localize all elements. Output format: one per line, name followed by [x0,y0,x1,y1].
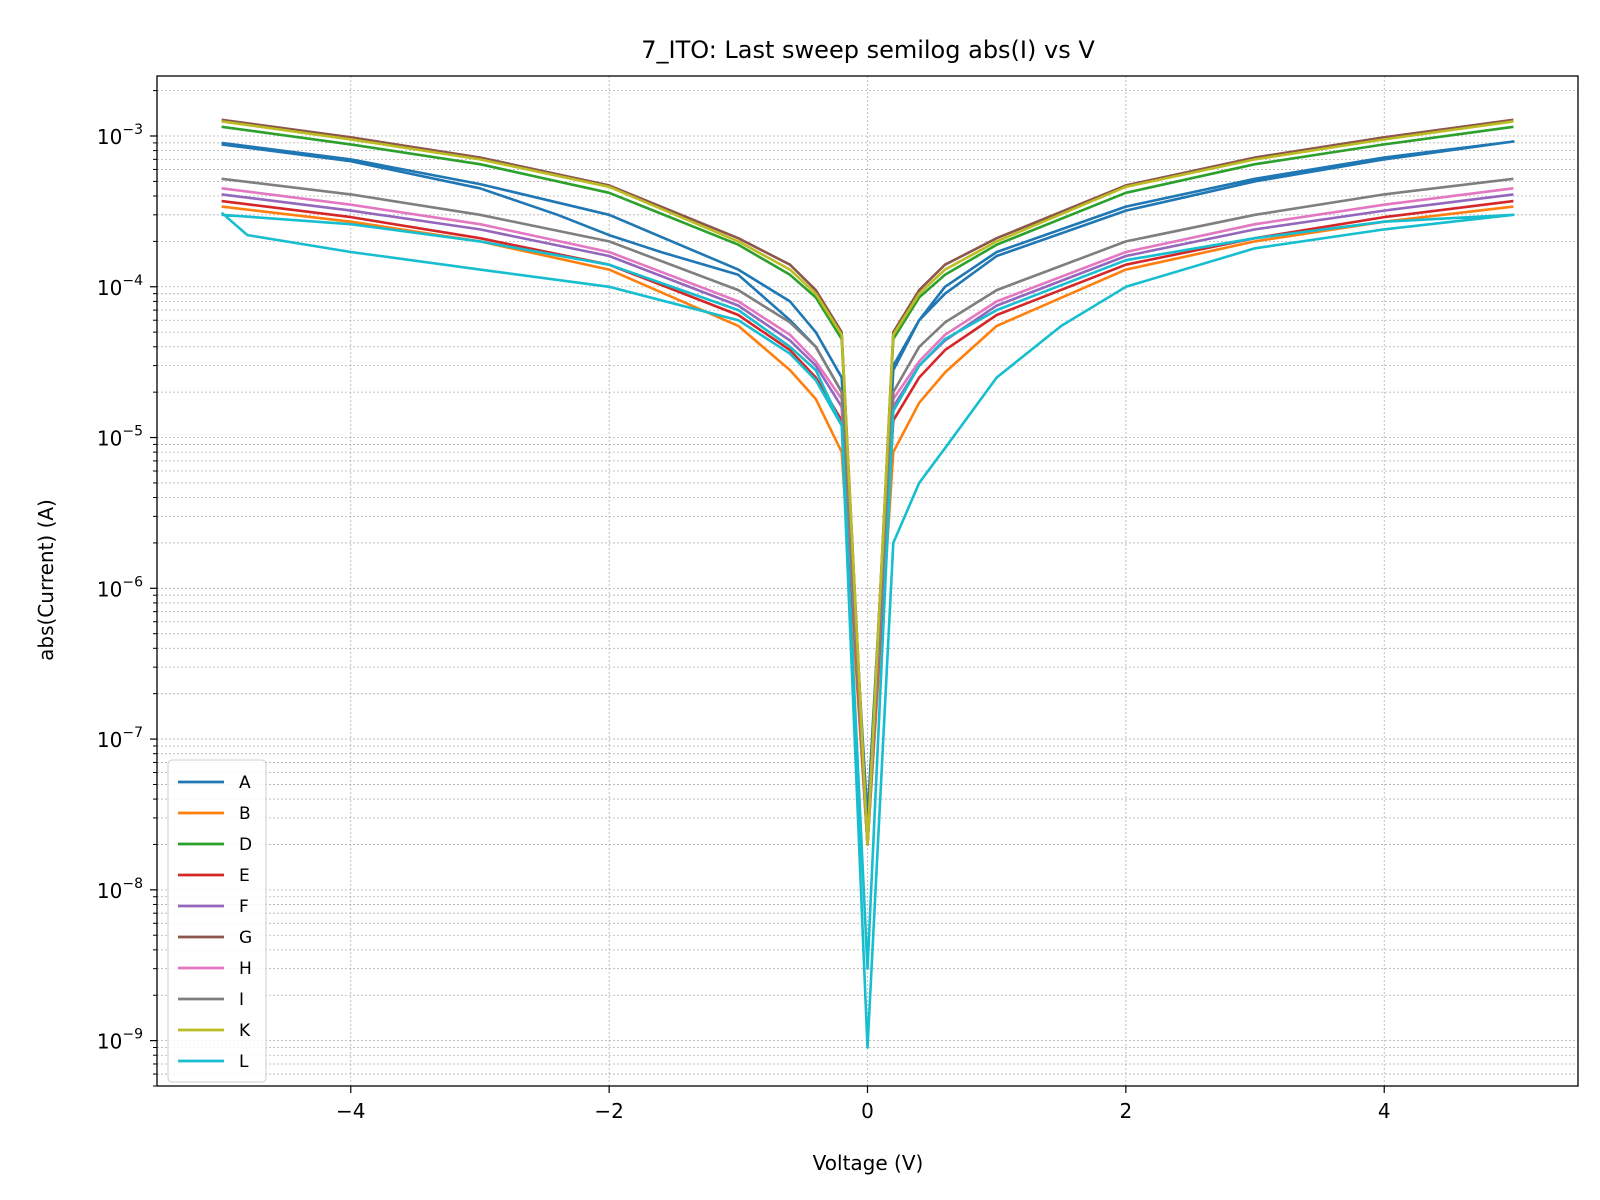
axis-ticks: −4 −2 0 2 410−910−810−710−610−510−410−3 [97,90,1391,1123]
legend-label: D [239,835,252,855]
legend-label: F [239,897,249,917]
y-tick-base: 10 [97,1030,122,1054]
y-tick-label: 10−4 [97,273,143,300]
y-tick-label: 10−9 [97,1027,143,1054]
series-line-a [221,140,1515,846]
x-tick-label: 0 [861,1099,874,1123]
legend-label: H [239,959,252,979]
series-layer [220,118,1515,1049]
x-tick-label: −4 [336,1099,365,1123]
x-axis-label: Voltage (V) [813,1151,924,1175]
series-line-l [220,211,1515,1049]
y-tick-base: 10 [97,577,122,601]
y-tick-base: 10 [97,728,122,752]
y-tick-label: 10−6 [97,574,143,601]
legend-label: A [239,773,251,793]
legend-box [167,759,267,1083]
y-tick-exponent: −8 [122,876,143,892]
y-tick-label: 10−7 [97,725,143,752]
y-tick-exponent: −3 [122,122,143,138]
y-tick-base: 10 [97,427,122,451]
y-tick-exponent: −9 [122,1027,143,1043]
legend-label: G [239,928,252,948]
y-tick-base: 10 [97,879,122,903]
y-tick-exponent: −4 [122,273,143,289]
legend-label: I [239,990,244,1010]
legend-label: B [239,804,251,824]
series-line-f [221,193,1514,846]
y-tick-base: 10 [97,125,122,149]
chart-title: 7_ITO: Last sweep semilog abs(I) vs V [641,36,1095,64]
y-tick-base: 10 [97,276,122,300]
y-tick-exponent: −6 [122,574,143,590]
legend-label: L [239,1052,249,1072]
legend-label: K [239,1021,251,1041]
y-tick-exponent: −5 [122,424,143,440]
x-tick-label: 4 [1378,1099,1391,1123]
y-tick-label: 10−8 [97,876,143,903]
y-tick-label: 10−5 [97,424,143,451]
y-axis-label: abs(Current) (A) [34,499,58,661]
legend-label: E [239,866,250,886]
series-line-k [221,120,1514,846]
x-tick-label: 2 [1119,1099,1132,1123]
x-tick-label: −2 [594,1099,623,1123]
y-tick-label: 10−3 [97,122,143,149]
y-tick-exponent: −7 [122,725,143,741]
